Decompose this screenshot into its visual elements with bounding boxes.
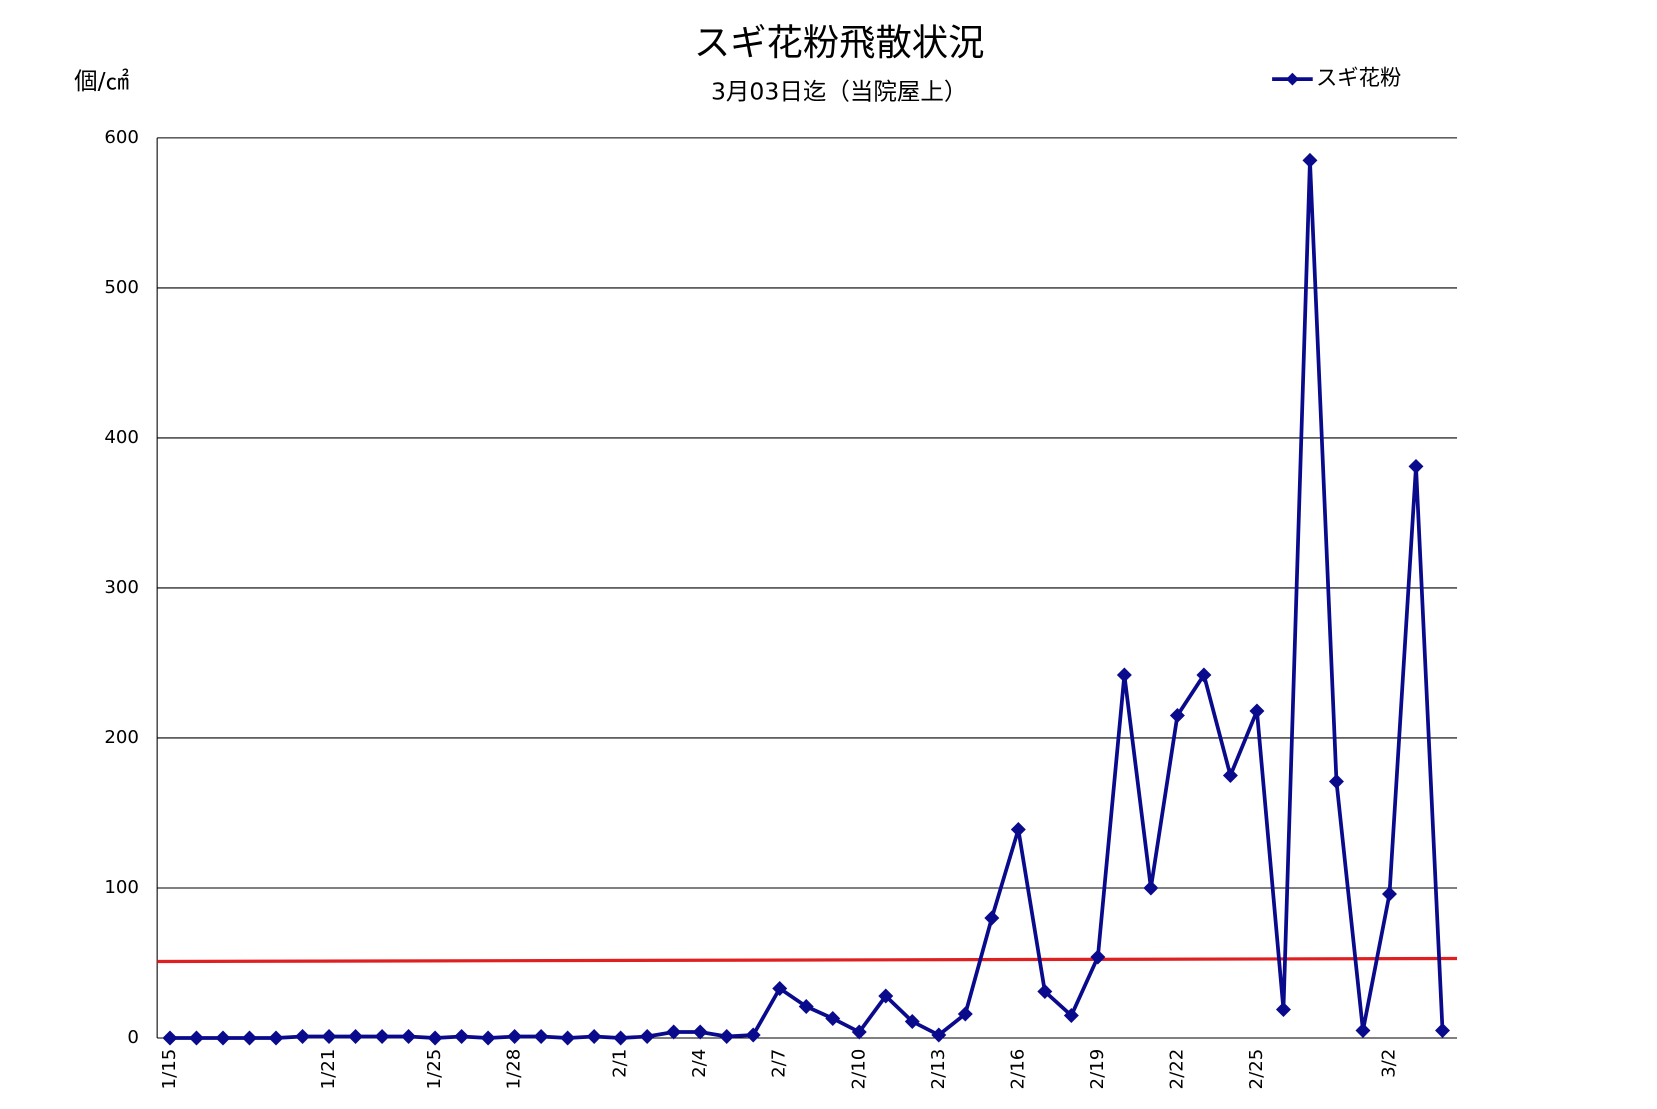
point-marker	[798, 999, 814, 1014]
point-marker	[1143, 880, 1159, 896]
point-marker	[560, 1030, 576, 1046]
y-tick-label: 500	[104, 277, 139, 298]
point-marker	[215, 1030, 231, 1046]
x-tick-label: 2/10	[848, 1049, 869, 1090]
x-tick-label: 1/28	[504, 1049, 525, 1090]
x-tick-label: 2/22	[1166, 1049, 1187, 1090]
x-tick-label: 2/4	[689, 1049, 710, 1078]
point-marker	[507, 1029, 523, 1044]
x-tick-label: 1/25	[424, 1049, 445, 1090]
y-tick-label: 400	[104, 427, 139, 448]
y-tick-label: 300	[104, 577, 139, 598]
y-tick-label: 0	[127, 1027, 139, 1048]
point-marker	[825, 1011, 841, 1026]
point-marker	[348, 1029, 364, 1044]
legend-label: スギ花粉	[1316, 66, 1402, 91]
x-tick-label: 2/1	[610, 1049, 631, 1078]
point-marker	[1063, 1008, 1079, 1023]
point-marker	[692, 1024, 708, 1040]
x-tick-label: 2/16	[1007, 1049, 1028, 1090]
point-marker	[1355, 1023, 1371, 1038]
point-marker	[295, 1029, 311, 1044]
y-axis-label: 個/㎠	[74, 67, 129, 95]
point-marker	[1116, 667, 1132, 683]
x-tick-label: 2/13	[928, 1049, 949, 1090]
point-marker	[586, 1029, 602, 1044]
x-tick-label: 1/15	[159, 1049, 180, 1090]
point-marker	[162, 1030, 178, 1046]
point-marker	[984, 910, 1000, 926]
point-marker	[745, 1027, 761, 1043]
point-marker	[401, 1029, 417, 1044]
point-marker	[1010, 821, 1026, 837]
point-marker	[931, 1027, 947, 1043]
x-tick-label: 2/25	[1246, 1049, 1267, 1090]
point-marker	[1435, 1023, 1450, 1038]
point-marker	[613, 1030, 629, 1046]
point-marker	[666, 1024, 682, 1040]
y-tick-label: 200	[104, 727, 139, 748]
legend-marker	[1286, 72, 1299, 86]
series-line	[169, 160, 1445, 1040]
point-marker	[639, 1029, 655, 1044]
plot: スギ花粉飛散状況 3月03日迄（当院屋上） 個/㎠ 0 100 200 300 400 5…	[74, 21, 1458, 1090]
point-marker	[1090, 949, 1106, 965]
point-marker	[1249, 703, 1265, 719]
point-marker	[188, 1030, 204, 1046]
point-marker	[1196, 667, 1212, 683]
point-marker	[719, 1029, 735, 1044]
chart-subtitle: 3月03日迄（当院屋上）	[711, 78, 967, 106]
point-marker	[1408, 458, 1424, 474]
x-tick-label: 3/2	[1378, 1049, 1399, 1078]
y-tick-label: 100	[104, 877, 139, 898]
point-marker	[851, 1024, 867, 1040]
reference-line	[157, 956, 1458, 964]
point-marker	[454, 1029, 470, 1044]
point-marker	[533, 1029, 549, 1044]
point-marker	[1328, 773, 1344, 789]
point-marker	[1302, 152, 1318, 168]
point-marker	[878, 988, 894, 1004]
point-marker	[268, 1030, 284, 1046]
point-marker	[427, 1030, 443, 1046]
point-marker	[480, 1030, 496, 1046]
point-marker	[1382, 886, 1397, 902]
point-marker	[242, 1030, 257, 1046]
y-tick-label: 600	[104, 127, 139, 148]
x-tick-label: 1/21	[318, 1049, 339, 1090]
point-marker	[772, 981, 788, 996]
chart-title: スギ花粉飛散状況	[694, 21, 985, 64]
point-marker	[957, 1006, 973, 1022]
point-marker	[321, 1029, 337, 1044]
x-tick-label: 2/19	[1087, 1049, 1108, 1090]
point-marker	[1222, 767, 1238, 783]
point-marker	[1275, 1002, 1291, 1017]
point-marker	[1037, 984, 1053, 999]
point-marker	[374, 1029, 390, 1044]
x-tick-label: 2/7	[769, 1049, 790, 1078]
